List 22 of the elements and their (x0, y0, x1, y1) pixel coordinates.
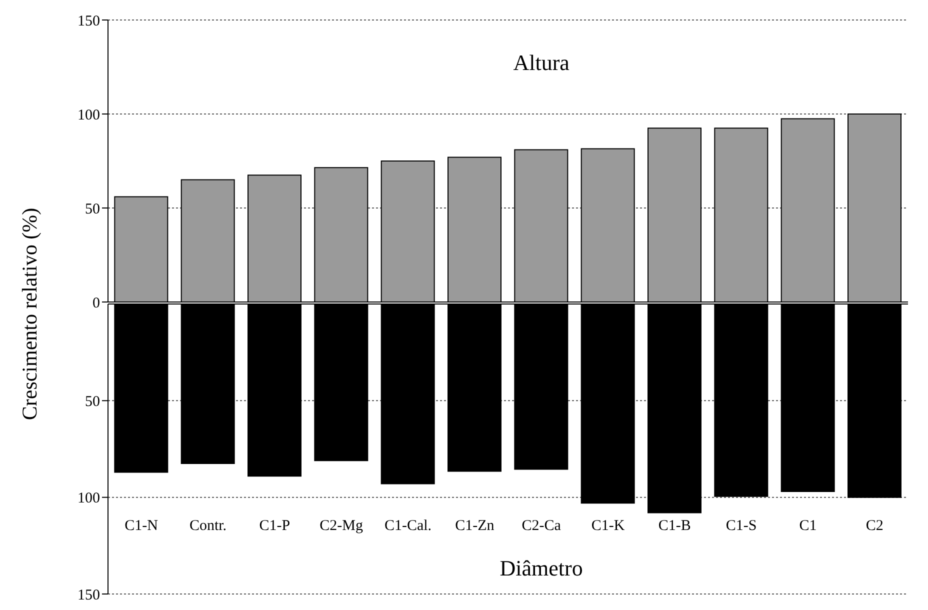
x-tick-label: C1 (799, 518, 817, 534)
x-tick-label: C1-Cal. (384, 518, 432, 534)
x-tick-label: C1-N (124, 518, 158, 534)
y-tick-label: 0 (92, 295, 100, 312)
x-tick-label: C1-P (259, 518, 290, 534)
y-tick-label: 150 (78, 13, 100, 30)
x-tick-label: C1-S (726, 518, 757, 534)
y-tick-label: 150 (78, 587, 100, 604)
y-tick-label: 50 (85, 201, 100, 218)
x-tick-label: C2 (866, 518, 884, 534)
y-axis-title: Crescimento relativo (%) (18, 208, 42, 420)
y-tick-label: 50 (85, 394, 100, 410)
x-tick-label: C2-Mg (320, 518, 364, 534)
y-tick-label: 100 (78, 107, 100, 124)
text: Diâmetro (500, 556, 583, 581)
x-tick-label: C2-Ca (522, 518, 562, 534)
y-tick-label: 100 (78, 490, 100, 507)
x-tick-label: C1-K (591, 518, 625, 534)
text: Altura (513, 50, 570, 76)
x-tick-label: Contr. (189, 518, 227, 534)
x-tick-label: C1-Zn (455, 518, 495, 534)
x-tick-label: C1-B (658, 518, 691, 534)
